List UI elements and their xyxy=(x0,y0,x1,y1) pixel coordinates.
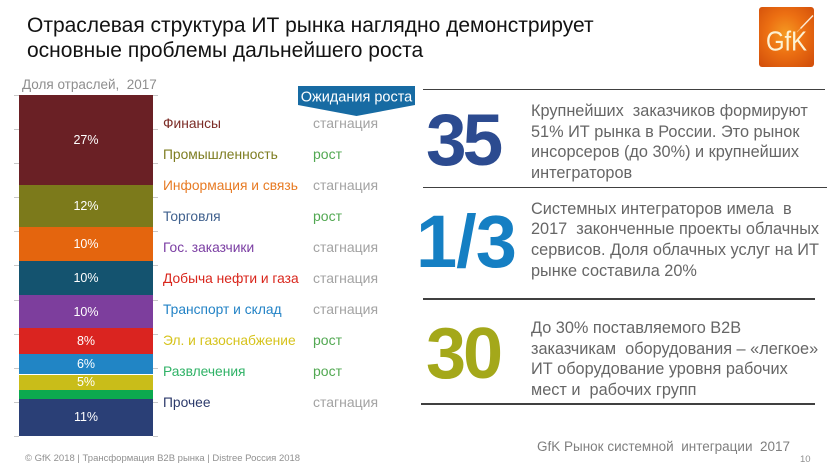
svg-text:Ожидания роста: Ожидания роста xyxy=(301,90,413,106)
svg-text:GfK: GfK xyxy=(766,25,807,56)
